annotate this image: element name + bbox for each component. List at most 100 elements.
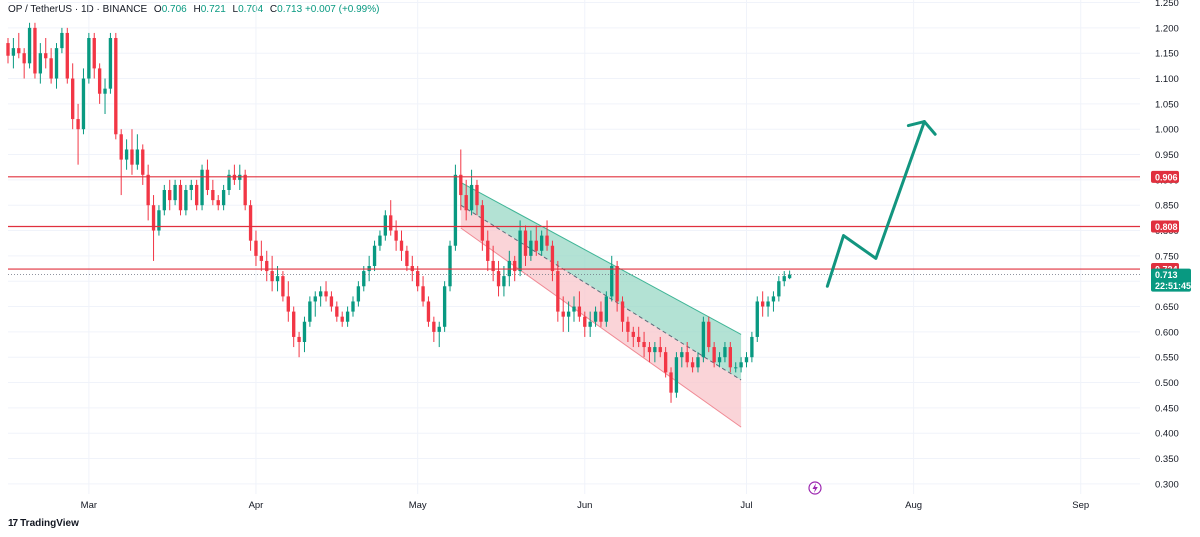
candle-body <box>302 321 307 342</box>
time-tick-label: Sep <box>1072 500 1089 511</box>
candle-body <box>254 240 258 256</box>
candle-body <box>642 342 646 348</box>
price-tick-label: 1.000 <box>1155 125 1179 136</box>
price-tick-label: 0.750 <box>1155 251 1179 262</box>
candle <box>6 38 10 64</box>
candle-body <box>216 200 220 206</box>
candle-body <box>405 250 409 266</box>
candle-body <box>723 347 727 358</box>
price-tick-label: 0.350 <box>1155 454 1179 465</box>
candle <box>523 225 528 266</box>
candle <box>362 266 366 292</box>
channel-middle-line <box>460 204 742 381</box>
candle-body <box>588 321 592 327</box>
candle <box>108 32 113 94</box>
candle-body <box>114 38 118 135</box>
candle <box>405 245 409 272</box>
time-axis[interactable]: Mar Apr May Jun Jul Aug Sep <box>81 500 1089 511</box>
candle-body <box>615 266 619 302</box>
channel-upper-line <box>460 181 742 335</box>
candle-body <box>356 286 361 302</box>
candle-body <box>71 78 75 120</box>
candle <box>674 352 679 398</box>
candle-body <box>372 245 377 266</box>
channel-lower-line <box>460 227 742 428</box>
candle <box>518 220 522 277</box>
candle <box>399 230 404 261</box>
candle <box>432 316 436 342</box>
candle <box>437 321 441 348</box>
candle <box>81 68 86 135</box>
candle <box>534 225 538 256</box>
candle-body <box>259 255 264 261</box>
candle <box>723 342 727 363</box>
candle-body <box>286 296 290 312</box>
candle-body <box>378 235 382 246</box>
arrow-head <box>906 120 937 136</box>
candle-body <box>437 326 441 332</box>
symbol-header: OP / TetherUS · 1D · BINANCE O0.706 H0.7… <box>8 4 379 15</box>
symbol-title: OP / TetherUS · 1D · BINANCE <box>8 4 148 15</box>
candle-body <box>604 296 609 322</box>
candle <box>324 281 328 302</box>
candle-body <box>653 347 657 353</box>
candle-body <box>771 296 776 302</box>
candle-body <box>200 169 204 206</box>
candle-body <box>712 347 716 363</box>
candle <box>270 255 274 292</box>
candle-body <box>205 169 210 190</box>
candle-body <box>318 291 323 297</box>
price-tick-label: 0.400 <box>1155 429 1179 440</box>
candle-body <box>6 43 10 56</box>
candle <box>178 179 183 216</box>
candle-body <box>486 240 490 261</box>
tradingview-brand[interactable]: 17 TradingView <box>8 518 79 529</box>
candle <box>345 306 350 327</box>
candle <box>707 316 711 353</box>
candle-body <box>329 296 334 307</box>
tradingview-logo-icon: 17 <box>8 518 18 529</box>
countdown-label: 22:51:45 <box>1155 281 1191 291</box>
candle <box>787 270 792 280</box>
price-tick-label: 1.050 <box>1155 99 1179 110</box>
candle-body <box>496 271 501 287</box>
candle <box>453 164 458 251</box>
candle <box>620 296 625 332</box>
candle-body <box>669 372 673 393</box>
candle <box>588 311 592 337</box>
candle-body <box>739 362 743 368</box>
candle-body <box>717 357 722 363</box>
high-label: H <box>193 4 201 15</box>
candle <box>243 169 247 211</box>
candle-body <box>502 276 506 287</box>
change-value: +0.007 (+0.99%) <box>304 4 380 15</box>
candle <box>658 336 662 358</box>
price-axis[interactable]: 1.2501.2001.1501.1001.0501.0000.9500.900… <box>1151 0 1191 490</box>
candle <box>248 200 253 251</box>
candle <box>114 32 118 140</box>
candle <box>583 311 587 337</box>
candle-body <box>421 286 425 302</box>
candle <box>755 296 759 342</box>
time-tick-label: Mar <box>81 500 97 511</box>
candle <box>593 306 598 327</box>
candle <box>475 179 479 216</box>
candle <box>87 32 91 84</box>
candle <box>146 164 150 221</box>
candle <box>766 296 770 317</box>
candle-body <box>583 316 587 327</box>
price-tick-label: 0.550 <box>1155 353 1179 364</box>
candle-body <box>566 311 571 317</box>
time-tick-label: May <box>409 500 427 511</box>
candle <box>734 362 738 373</box>
candle-body <box>513 260 517 272</box>
support-resistance-levels <box>8 176 1140 276</box>
candle <box>539 230 544 256</box>
candle <box>135 134 140 170</box>
candle <box>464 179 468 221</box>
lightning-icon[interactable] <box>808 481 822 495</box>
candle <box>502 266 506 297</box>
candle-body <box>550 245 555 272</box>
candle-body <box>76 119 80 130</box>
